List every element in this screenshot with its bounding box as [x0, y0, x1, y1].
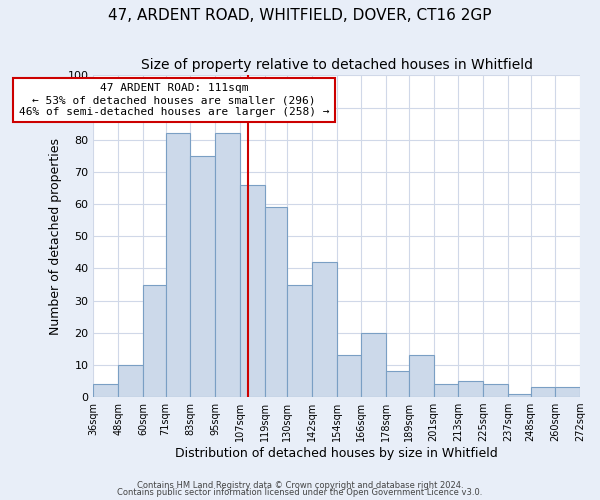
Bar	[287, 284, 312, 397]
Bar	[190, 156, 215, 397]
Bar	[94, 384, 118, 397]
Bar	[386, 372, 409, 397]
Bar	[458, 381, 483, 397]
Text: 47, ARDENT ROAD, WHITFIELD, DOVER, CT16 2GP: 47, ARDENT ROAD, WHITFIELD, DOVER, CT16 …	[108, 8, 492, 22]
Bar	[118, 365, 143, 397]
Bar	[508, 394, 530, 397]
Text: Contains HM Land Registry data © Crown copyright and database right 2024.: Contains HM Land Registry data © Crown c…	[137, 480, 463, 490]
Text: Contains public sector information licensed under the Open Government Licence v3: Contains public sector information licen…	[118, 488, 482, 497]
Bar	[312, 262, 337, 397]
Bar	[215, 134, 240, 397]
Bar	[483, 384, 508, 397]
Bar	[530, 388, 555, 397]
X-axis label: Distribution of detached houses by size in Whitfield: Distribution of detached houses by size …	[175, 447, 498, 460]
Bar	[166, 134, 190, 397]
Bar	[143, 284, 166, 397]
Bar	[555, 388, 580, 397]
Bar	[361, 333, 386, 397]
Bar	[240, 185, 265, 397]
Bar	[265, 208, 287, 397]
Bar	[409, 356, 434, 397]
Bar	[434, 384, 458, 397]
Title: Size of property relative to detached houses in Whitfield: Size of property relative to detached ho…	[141, 58, 533, 71]
Bar	[337, 356, 361, 397]
Y-axis label: Number of detached properties: Number of detached properties	[49, 138, 62, 335]
Text: 47 ARDENT ROAD: 111sqm
← 53% of detached houses are smaller (296)
46% of semi-de: 47 ARDENT ROAD: 111sqm ← 53% of detached…	[19, 84, 329, 116]
